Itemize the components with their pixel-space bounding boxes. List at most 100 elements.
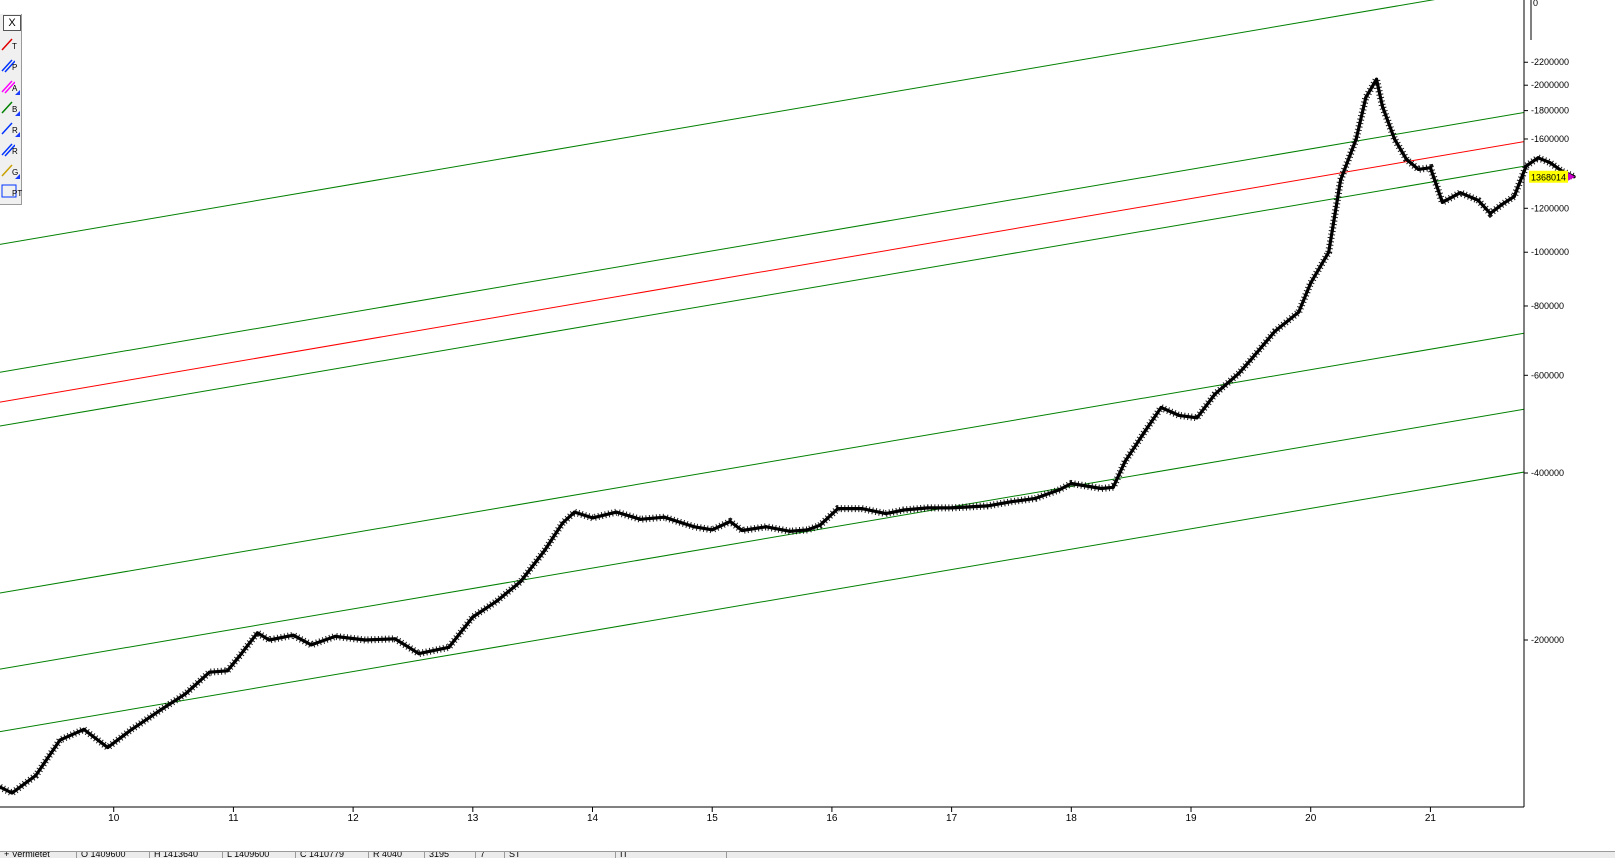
data-point — [255, 631, 259, 635]
data-point — [291, 633, 295, 637]
tool-andrews-button[interactable]: A — [1, 78, 21, 96]
data-point — [393, 637, 397, 641]
data-point — [1249, 358, 1253, 362]
data-point — [1309, 281, 1313, 285]
tool-trendline-button[interactable]: T — [1, 36, 21, 54]
line-tool-icon — [1, 164, 13, 177]
line-tool-icon — [1, 143, 15, 157]
data-point — [926, 506, 930, 510]
last-price-box — [1529, 170, 1568, 183]
toolbar-close-button[interactable]: X — [3, 15, 21, 31]
data-point — [710, 528, 714, 532]
data-point — [1057, 488, 1061, 492]
tool-pt-tool-button[interactable]: PT — [1, 183, 23, 201]
data-point — [267, 638, 271, 642]
tool-letter: R — [12, 126, 18, 135]
y-tick-label: -200000 — [1531, 635, 1564, 645]
data-point — [985, 504, 990, 508]
status-cell: O 1409600 — [77, 852, 150, 858]
x-tick-label: 15 — [707, 813, 719, 824]
last-price-group: 1368014 — [1529, 170, 1576, 183]
line-tool-icon — [1, 101, 13, 114]
tool-r-tool-button[interactable]: R — [1, 120, 21, 138]
data-point — [1428, 166, 1433, 170]
data-point — [82, 727, 86, 731]
data-point — [1500, 202, 1504, 206]
data-point — [572, 510, 577, 514]
tool-b-tool-button[interactable]: B — [1, 99, 21, 117]
x-tick-label: 20 — [1305, 813, 1317, 824]
tool-parallel-button[interactable]: P — [1, 57, 21, 75]
data-point — [495, 599, 499, 603]
tool-g-tool-button[interactable]: G — [1, 162, 21, 180]
data-point — [1195, 416, 1199, 420]
tool-letter: PT — [12, 189, 23, 198]
x-tick-label: 12 — [348, 813, 360, 824]
data-point — [590, 516, 595, 520]
channel-line — [0, 165, 1524, 427]
x-tick-label: 10 — [108, 813, 120, 824]
status-cell: 7 — [476, 852, 505, 858]
data-point — [1374, 77, 1379, 81]
y-tick-label: -1200000 — [1531, 203, 1569, 213]
dropdown-corner-icon — [15, 111, 20, 116]
data-point — [1339, 178, 1343, 182]
drawing-toolbar: X T P A B R R G PT — [0, 14, 22, 205]
data-point — [740, 528, 744, 533]
status-cell: H 1413640 — [150, 852, 223, 858]
line-tool-icon — [1, 59, 15, 73]
data-point — [237, 654, 241, 658]
data-point — [788, 529, 792, 533]
data-point — [10, 791, 14, 795]
data-point — [58, 738, 62, 742]
data-point — [543, 548, 547, 553]
status-text: R 4040 — [373, 852, 403, 858]
y-top-label: 0 — [1533, 0, 1538, 8]
data-point — [662, 515, 666, 519]
data-point — [34, 773, 38, 778]
y-tick-label: -400000 — [1531, 468, 1564, 478]
last-price-label: 1368014 — [1531, 173, 1566, 183]
data-point — [1488, 211, 1492, 215]
channel-line — [0, 408, 1524, 670]
x-tick-label: 14 — [587, 813, 599, 824]
tool-r-parallel-button[interactable]: R — [1, 141, 21, 159]
data-point — [1159, 405, 1163, 410]
data-point — [902, 508, 906, 512]
tool-letter: G — [12, 168, 19, 177]
data-point — [614, 510, 619, 514]
data-point — [309, 643, 313, 647]
y-tick-label: -1600000 — [1531, 134, 1569, 144]
data-point — [764, 525, 768, 529]
tool-letter: T — [12, 42, 17, 51]
data-point — [1009, 500, 1014, 504]
x-tick-label: 19 — [1185, 813, 1197, 824]
x-tick-label: 21 — [1425, 813, 1437, 824]
status-text: ST — [509, 852, 521, 858]
status-cell: R 4040 — [369, 852, 425, 858]
data-point — [950, 506, 954, 510]
data-point — [1237, 371, 1241, 375]
trend-line-group — [0, 141, 1524, 403]
data-point — [1458, 191, 1462, 195]
data-point — [1297, 310, 1301, 314]
data-point — [692, 525, 696, 529]
status-text: O 1409600 — [81, 852, 126, 858]
data-point — [638, 517, 642, 521]
status-text: H 1413640 — [154, 852, 199, 858]
data-point — [1354, 137, 1358, 141]
status-cell: 3195 — [425, 852, 476, 858]
data-point — [1548, 161, 1552, 165]
data-point — [680, 521, 684, 525]
status-cell: C 1410779 — [296, 852, 369, 858]
data-point — [1099, 486, 1103, 491]
status-cell: + Vermietet — [0, 852, 77, 858]
status-text: 3195 — [429, 852, 450, 858]
data-point — [447, 645, 451, 649]
data-point — [333, 634, 337, 639]
data-point — [1380, 105, 1385, 109]
dropdown-corner-icon — [15, 90, 20, 95]
data-point — [1327, 250, 1331, 254]
data-point — [1536, 156, 1540, 160]
